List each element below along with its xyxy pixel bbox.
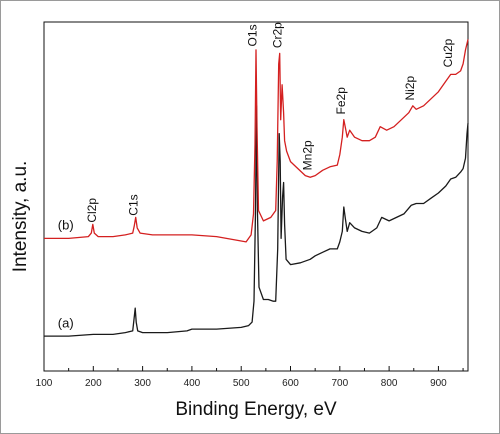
x-axis-title: Binding Energy, eV: [175, 399, 337, 420]
x-tick-label: 700: [331, 378, 348, 389]
x-tick-label: 900: [430, 378, 447, 389]
x-axis-ticks: 100 200 300 400 500 600 700 800 900: [36, 366, 464, 389]
peak-label: O1s: [245, 24, 259, 46]
x-tick-label: 400: [184, 378, 201, 389]
x-tick-label: 300: [134, 378, 151, 389]
series-tag-label: (a): [58, 315, 74, 330]
plot-border: [43, 21, 469, 372]
peak-labels: Cl2p C1s O1s Cr2p Mn2p Fe2p Ni2p Cu2p: [85, 22, 455, 223]
x-tick-label: 800: [381, 378, 398, 389]
peak-label: Cl2p: [85, 198, 99, 223]
series-line-0: [44, 105, 469, 337]
peak-label: Mn2p: [301, 140, 315, 170]
x-tick-label: 500: [233, 378, 250, 389]
x-tick-label: 200: [85, 378, 102, 389]
series-layer: (b) (a): [44, 39, 469, 337]
peak-label: Cr2p: [271, 22, 285, 48]
series-tag-label: (b): [58, 218, 74, 233]
peak-label: Fe2p: [334, 87, 348, 115]
peak-label: C1s: [127, 194, 141, 215]
peak-label: Cu2p: [441, 38, 455, 67]
x-tick-label: 600: [282, 378, 299, 389]
y-axis-title: Intensity, a.u.: [10, 161, 31, 273]
series-line-1: [44, 39, 469, 243]
plot-area: [43, 21, 469, 372]
x-tick-label: 100: [36, 378, 53, 389]
peak-label: Ni2p: [403, 76, 417, 101]
